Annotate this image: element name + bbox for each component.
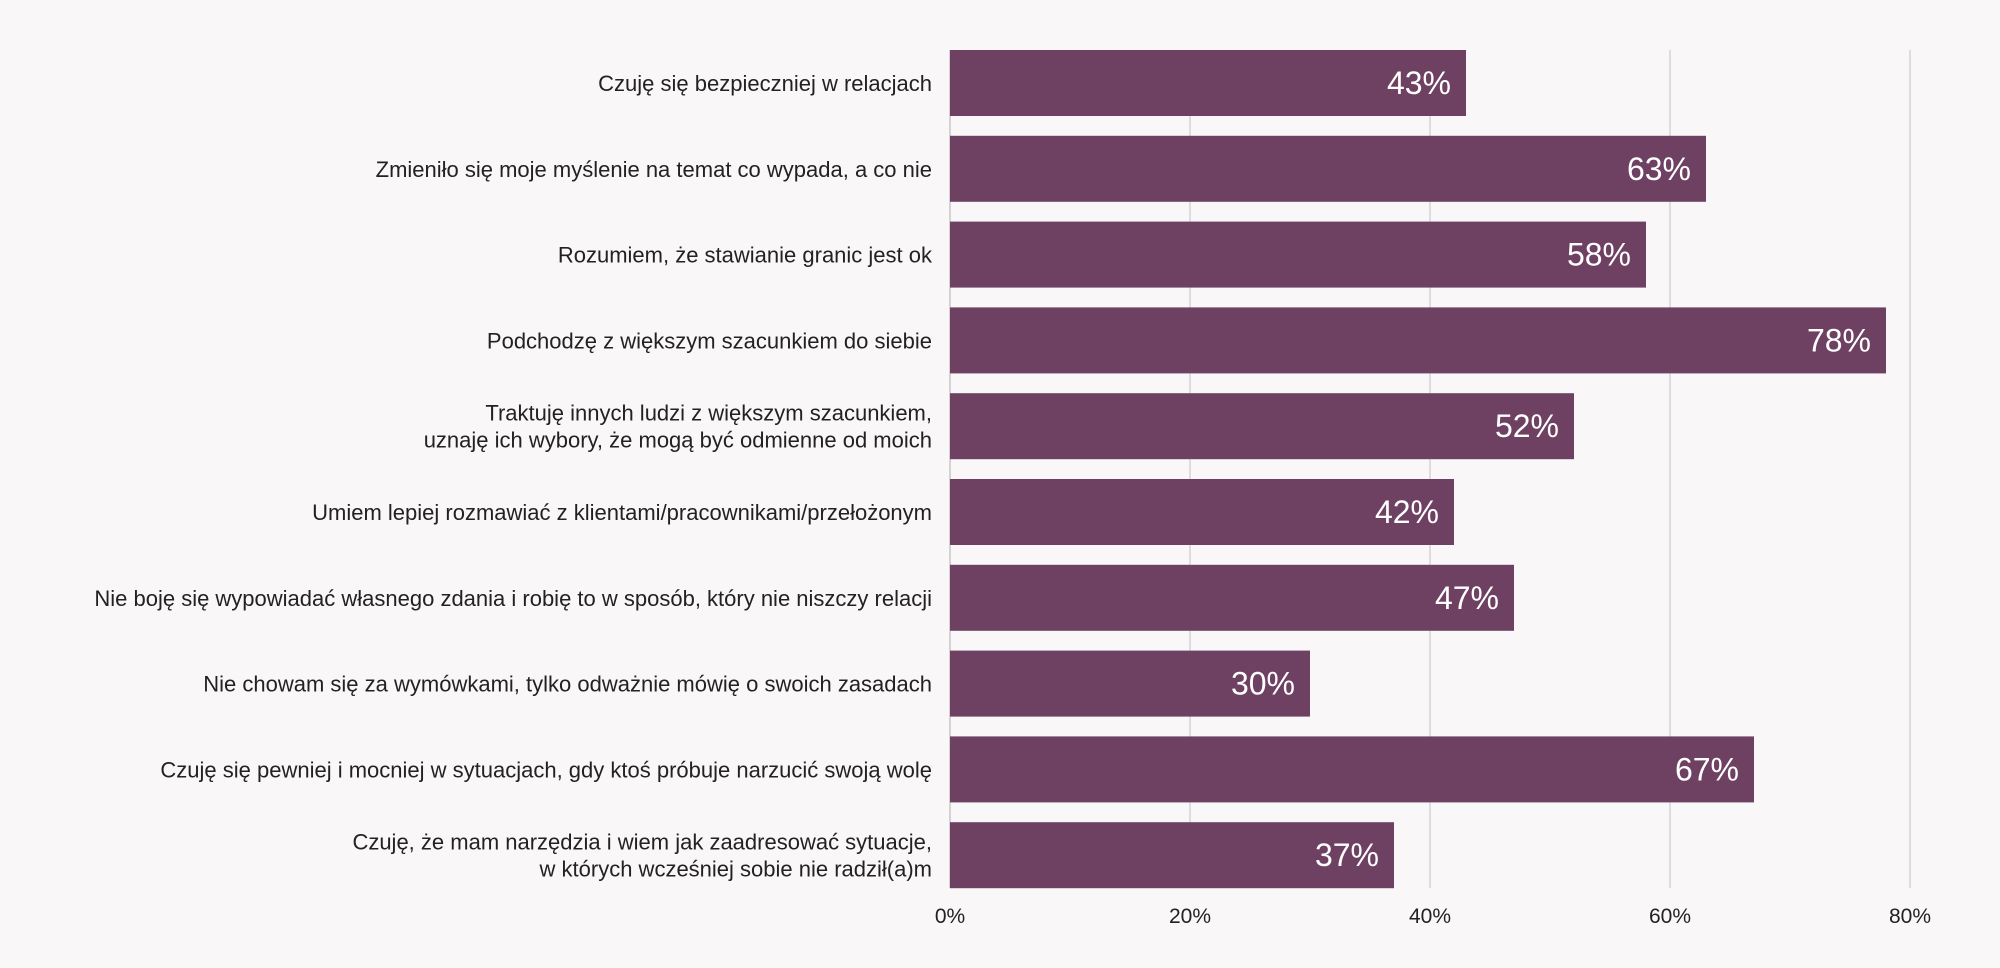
bar (950, 50, 1466, 116)
bar-value-label: 43% (1387, 65, 1451, 101)
category-label: Czuję się pewniej i mocniej w sytuacjach… (160, 757, 932, 782)
bar-layer (950, 50, 1886, 889)
category-label-layer: Czuję się bezpieczniej w relacjach Zmieni… (94, 71, 933, 882)
bar (950, 564, 1514, 631)
x-tick-label: 0% (935, 905, 965, 928)
bar (950, 736, 1754, 803)
bar (950, 479, 1454, 545)
bar (950, 307, 1886, 374)
bar (950, 393, 1574, 460)
x-tick-label: 40% (1409, 905, 1451, 928)
bar-value-label: 52% (1495, 408, 1559, 444)
category-label: uznaję ich wybory, że mogą być odmienne … (424, 428, 932, 453)
bar-value-label: 37% (1315, 837, 1379, 873)
bar (950, 650, 1310, 717)
bar-value-label: 63% (1627, 151, 1691, 187)
bar (950, 822, 1394, 889)
category-label: Umiem lepiej rozmawiać z klientami/praco… (312, 500, 932, 525)
category-label: Nie chowam się za wymówkami, tylko odważ… (203, 672, 932, 697)
category-label: Rozumiem, że stawianie granic jest ok (558, 243, 933, 268)
x-tick-label: 60% (1649, 905, 1691, 928)
category-label: Zmieniło się moje myślenie na temat co w… (376, 157, 932, 182)
x-tick-label-layer: 0% 20% 40% 60% 80% (935, 905, 1931, 928)
category-label: Traktuję innych ludzi z większym szacunk… (485, 401, 932, 426)
x-tick-label: 20% (1169, 905, 1211, 928)
category-label: Podchodzę z większym szacunkiem do siebi… (487, 328, 932, 353)
x-tick-label: 80% (1889, 905, 1931, 928)
bar (950, 221, 1646, 288)
bar-value-label: 58% (1567, 237, 1631, 273)
category-label: w których wcześniej sobie nie radził(a)m (539, 857, 932, 882)
category-label: Nie boję się wypowiadać własnego zdania … (94, 586, 932, 611)
bar-value-label: 30% (1231, 666, 1295, 702)
value-label-layer: 43% 63% 58% 78% 52% 42% 47% 30% 67% 37% (1231, 65, 1871, 873)
category-label: Czuję się bezpieczniej w relacjach (598, 71, 932, 96)
category-label: Czuję, że mam narzędzia i wiem jak zaadr… (352, 830, 932, 855)
bar (950, 135, 1706, 202)
bar-value-label: 67% (1675, 751, 1739, 787)
bar-value-label: 42% (1375, 494, 1439, 530)
bar-value-label: 47% (1435, 580, 1499, 616)
bar-value-label: 78% (1807, 322, 1871, 358)
